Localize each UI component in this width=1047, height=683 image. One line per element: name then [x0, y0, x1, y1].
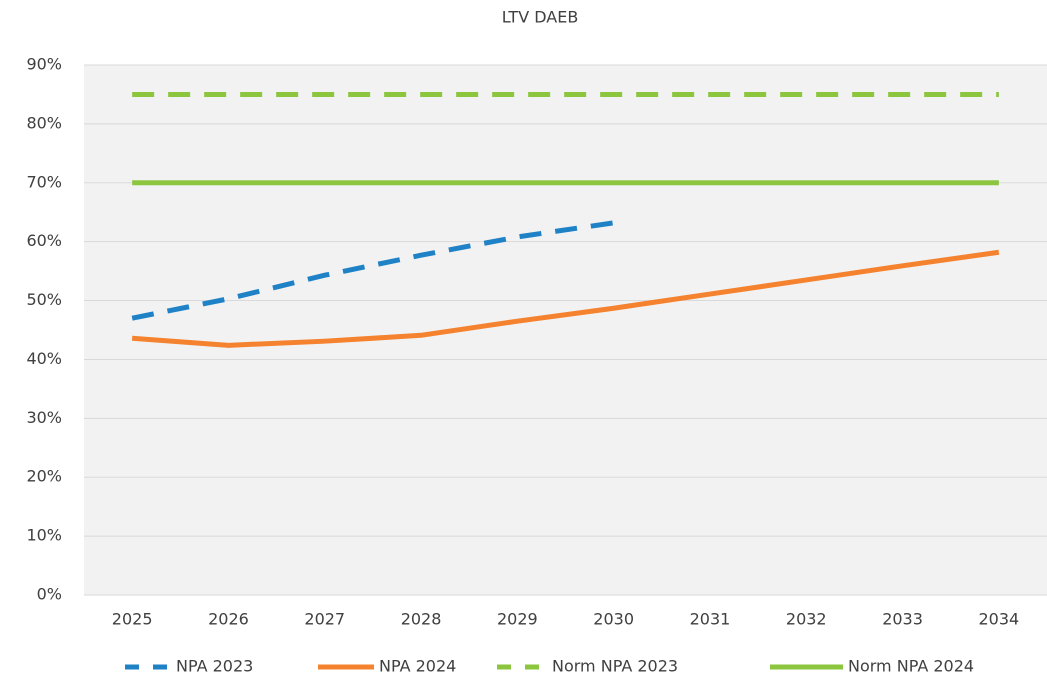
y-tick-label: 10%: [26, 526, 62, 545]
y-tick-label: 40%: [26, 349, 62, 368]
y-tick-label: 30%: [26, 408, 62, 427]
legend-label: Norm NPA 2023: [552, 657, 678, 676]
legend-label: NPA 2023: [176, 657, 253, 676]
x-tick-label: 2030: [593, 610, 634, 629]
x-tick-label: 2027: [304, 610, 345, 629]
x-tick-label: 2029: [497, 610, 538, 629]
y-tick-label: 0%: [37, 585, 62, 604]
y-tick-label: 50%: [26, 290, 62, 309]
series-line: [131, 220, 615, 321]
y-tick-label: 70%: [26, 172, 62, 191]
x-tick-label: 2026: [208, 610, 249, 629]
y-tick-label: 80%: [26, 113, 62, 132]
chart-title: LTV DAEB: [502, 8, 579, 27]
x-tick-label: 2034: [978, 610, 1019, 629]
y-tick-label: 20%: [26, 467, 62, 486]
y-tick-label: 60%: [26, 231, 62, 250]
x-tick-label: 2033: [882, 610, 923, 629]
legend-label: Norm NPA 2024: [848, 657, 974, 676]
x-tick-label: 2025: [112, 610, 153, 629]
x-tick-label: 2031: [690, 610, 731, 629]
x-tick-label: 2032: [786, 610, 827, 629]
plot-area: [84, 65, 1047, 595]
legend-label: NPA 2024: [379, 657, 456, 676]
x-tick-label: 2028: [401, 610, 442, 629]
series-line: [131, 249, 1000, 348]
y-tick-label: 90%: [26, 55, 62, 74]
